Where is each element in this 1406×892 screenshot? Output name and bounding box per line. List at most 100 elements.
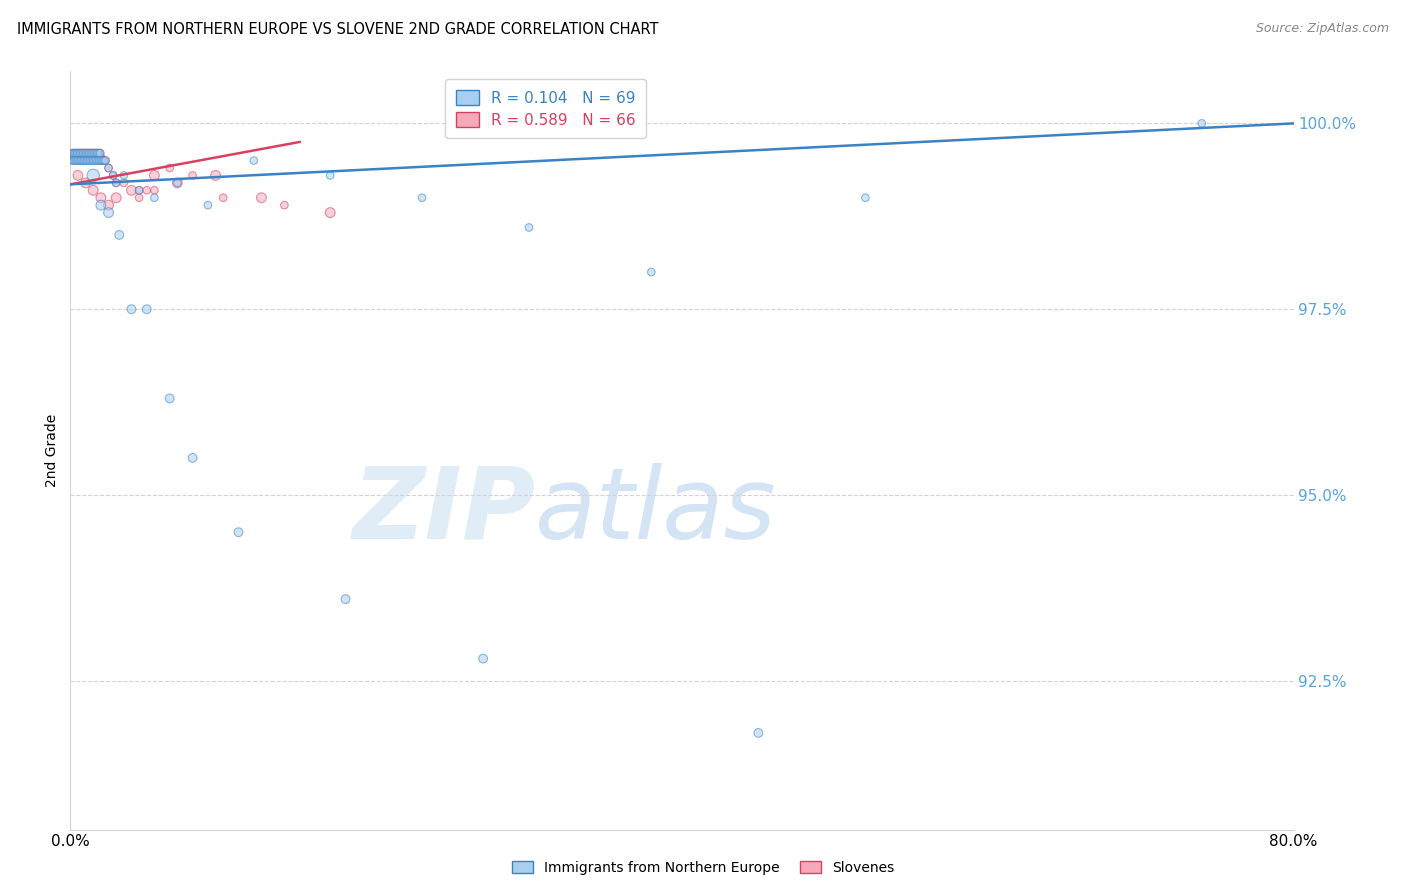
Point — [159, 392, 181, 406]
Point — [82, 183, 104, 197]
Point — [84, 146, 107, 161]
Point — [83, 153, 105, 168]
Point — [112, 169, 135, 183]
Point — [80, 150, 103, 164]
Point — [91, 153, 114, 168]
Point — [640, 265, 662, 279]
Point — [228, 525, 250, 540]
Point — [75, 146, 97, 161]
Point — [69, 146, 91, 161]
Point — [319, 205, 342, 219]
Point — [72, 150, 94, 164]
Point — [181, 169, 204, 183]
Point — [101, 169, 124, 183]
Point — [135, 302, 157, 317]
Point — [69, 153, 91, 168]
Point — [67, 146, 90, 161]
Point — [66, 169, 89, 183]
Point — [143, 191, 166, 205]
Y-axis label: 2nd Grade: 2nd Grade — [45, 414, 59, 487]
Point — [79, 153, 101, 168]
Point — [94, 153, 117, 168]
Point — [93, 153, 115, 168]
Text: ZIP: ZIP — [352, 463, 536, 559]
Point — [204, 169, 226, 183]
Point — [66, 146, 89, 161]
Point — [89, 146, 111, 161]
Point — [472, 651, 495, 665]
Point — [90, 198, 112, 212]
Point — [90, 191, 112, 205]
Point — [82, 153, 104, 168]
Point — [97, 161, 120, 175]
Point — [87, 146, 110, 161]
Point — [101, 169, 124, 183]
Point — [79, 146, 101, 161]
Point — [65, 150, 87, 164]
Point — [65, 146, 87, 161]
Point — [66, 150, 89, 164]
Point — [67, 146, 90, 161]
Point — [72, 146, 94, 161]
Point — [91, 153, 114, 168]
Legend: Immigrants from Northern Europe, Slovenes: Immigrants from Northern Europe, Slovene… — [506, 855, 900, 880]
Point — [62, 150, 84, 164]
Point — [62, 146, 84, 161]
Point — [166, 176, 188, 190]
Point — [75, 153, 97, 168]
Point — [94, 153, 117, 168]
Text: Source: ZipAtlas.com: Source: ZipAtlas.com — [1256, 22, 1389, 36]
Point — [83, 146, 105, 161]
Point — [517, 220, 540, 235]
Point — [83, 150, 105, 164]
Point — [89, 150, 111, 164]
Point — [143, 169, 166, 183]
Point — [79, 146, 101, 161]
Point — [121, 302, 143, 317]
Point — [77, 146, 100, 161]
Point — [89, 146, 111, 161]
Point — [66, 146, 89, 161]
Point — [77, 146, 100, 161]
Point — [70, 146, 93, 161]
Point — [70, 153, 93, 168]
Point — [181, 450, 204, 465]
Point — [105, 176, 128, 190]
Point — [128, 191, 150, 205]
Point — [70, 150, 93, 164]
Point — [128, 183, 150, 197]
Legend: R = 0.104   N = 69, R = 0.589   N = 66: R = 0.104 N = 69, R = 0.589 N = 66 — [444, 79, 647, 138]
Point — [77, 150, 100, 164]
Point — [75, 176, 97, 190]
Point — [75, 150, 97, 164]
Point — [89, 153, 111, 168]
Point — [335, 592, 357, 607]
Point — [73, 146, 96, 161]
Point — [63, 153, 86, 168]
Point — [159, 161, 181, 175]
Point — [97, 205, 120, 219]
Point — [72, 153, 94, 168]
Point — [62, 153, 84, 168]
Point — [90, 153, 112, 168]
Point — [97, 161, 120, 175]
Point — [84, 150, 107, 164]
Point — [77, 153, 100, 168]
Point — [73, 150, 96, 164]
Point — [121, 183, 143, 197]
Text: atlas: atlas — [536, 463, 776, 559]
Point — [70, 146, 93, 161]
Point — [319, 169, 342, 183]
Point — [69, 150, 91, 164]
Point — [80, 153, 103, 168]
Point — [65, 146, 87, 161]
Point — [212, 191, 235, 205]
Point — [75, 146, 97, 161]
Point — [747, 726, 769, 740]
Point — [90, 150, 112, 164]
Point — [72, 146, 94, 161]
Point — [82, 146, 104, 161]
Point — [63, 146, 86, 161]
Point — [82, 146, 104, 161]
Point — [87, 150, 110, 164]
